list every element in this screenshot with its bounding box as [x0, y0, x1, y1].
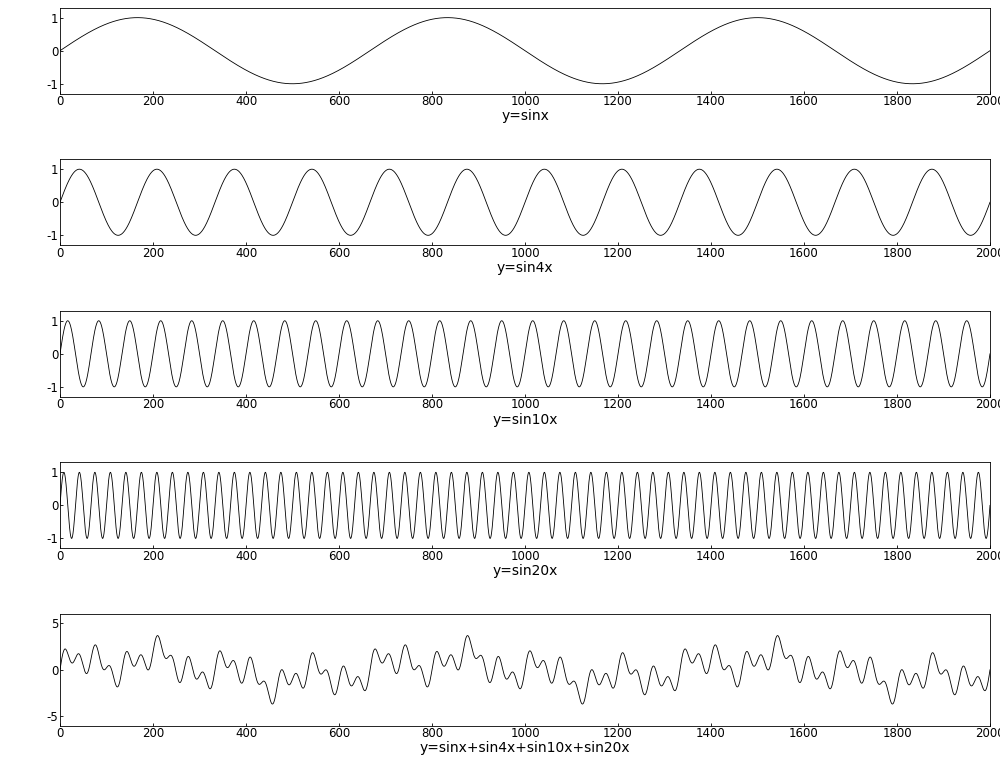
- X-axis label: y=sin4x: y=sin4x: [497, 261, 553, 275]
- X-axis label: y=sinx+sin4x+sin10x+sin20x: y=sinx+sin4x+sin10x+sin20x: [420, 741, 630, 756]
- X-axis label: y=sin10x: y=sin10x: [492, 412, 558, 427]
- X-axis label: y=sinx: y=sinx: [501, 110, 549, 124]
- X-axis label: y=sin20x: y=sin20x: [492, 564, 558, 578]
